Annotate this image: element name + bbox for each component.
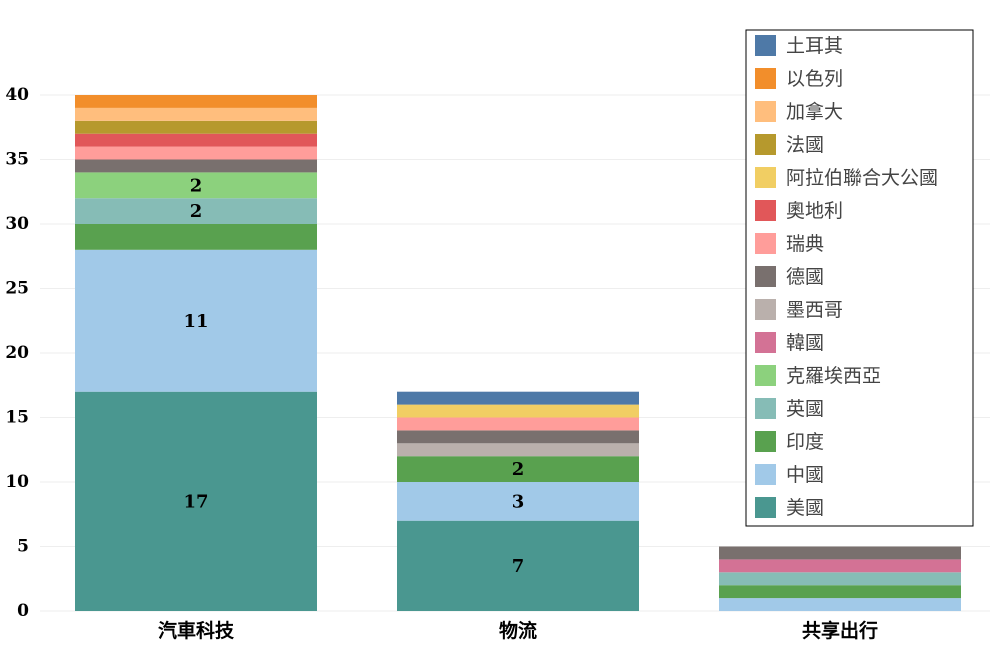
bar-segment [719,585,961,599]
bar-segment [75,391,317,611]
x-axis: 汽車科技 物流 共享出行 [158,619,878,642]
x-tick-label: 物流 [499,619,537,642]
legend-label: 中國 [786,464,824,486]
bar-segment [397,404,639,418]
y-tick-label: 0 [17,601,29,621]
legend-swatch [755,134,776,155]
legend-swatch [755,398,776,419]
data-label: 11 [183,311,208,332]
bar-segment [75,95,317,108]
data-label: 3 [512,491,525,512]
y-tick-label: 30 [5,214,29,234]
data-label: 17 [183,491,208,512]
legend-swatch [755,464,776,485]
legend-label: 克羅埃西亞 [786,365,881,387]
bar-segment [397,443,639,457]
bar-segment [719,572,961,586]
bar-segment [75,107,317,121]
y-tick-label: 10 [5,472,29,492]
legend-label: 土耳其 [786,35,843,57]
legend-swatch [755,332,776,353]
legend-label: 印度 [786,431,824,453]
data-label: 2 [190,201,203,222]
bar-segment [397,430,639,444]
legend-swatch [755,266,776,287]
bar-segment [397,417,639,431]
legend-label: 以色列 [786,68,843,90]
legend-swatch [755,101,776,122]
legend-box [745,29,974,527]
bar-segment [397,456,639,482]
bar-segment [397,482,639,521]
legend-swatch [755,200,776,221]
legend: 土耳其以色列加拿大法國阿拉伯聯合大公國奧地利瑞典德國墨西哥韓國克羅埃西亞英國印度… [745,29,974,527]
legend-label: 美國 [786,497,824,519]
x-tick-label: 汽車科技 [158,619,235,642]
legend-swatch [755,431,776,452]
bar-segment [75,172,317,199]
x-tick-label: 共享出行 [802,619,878,642]
legend-swatch [755,167,776,188]
data-labels: 17 11 2 2 7 3 2 [183,175,524,577]
legend-label: 韓國 [786,332,824,354]
legend-label: 奧地利 [786,200,843,222]
y-axis: 0 5 10 15 20 25 30 35 40 [5,85,29,621]
bar-segment [75,120,317,134]
legend-label: 阿拉伯聯合大公國 [786,167,938,189]
data-label: 2 [190,175,203,196]
legend-label: 法國 [786,134,824,156]
y-tick-label: 40 [5,85,29,105]
legend-swatch [755,497,776,518]
y-tick-label: 15 [5,408,29,428]
legend-swatch [755,35,776,56]
y-tick-label: 35 [5,150,29,170]
bar-segment [75,146,317,160]
bar-segment [75,224,317,250]
data-label: 2 [512,459,525,480]
bar-segment [397,391,639,405]
legend-label: 墨西哥 [786,299,843,321]
bar-segment [719,546,961,560]
legend-label: 德國 [786,266,824,288]
bar-segment [397,520,639,611]
legend-swatch [755,68,776,89]
bar-segment [75,159,317,173]
bar-segment [719,598,961,611]
bars [75,95,961,611]
y-tick-label: 20 [5,343,29,363]
legend-swatch [755,233,776,254]
legend-label: 英國 [786,398,824,420]
legend-label: 加拿大 [786,100,843,123]
bar-segment [719,559,961,573]
data-label: 7 [512,556,525,577]
legend-label: 瑞典 [786,233,824,255]
y-tick-label: 5 [17,537,29,557]
y-tick-label: 25 [5,279,29,299]
bar-segment [75,133,317,147]
legend-swatch [755,299,776,320]
legend-swatch [755,365,776,386]
bar-segment [75,249,317,392]
bar-segment [75,198,317,224]
